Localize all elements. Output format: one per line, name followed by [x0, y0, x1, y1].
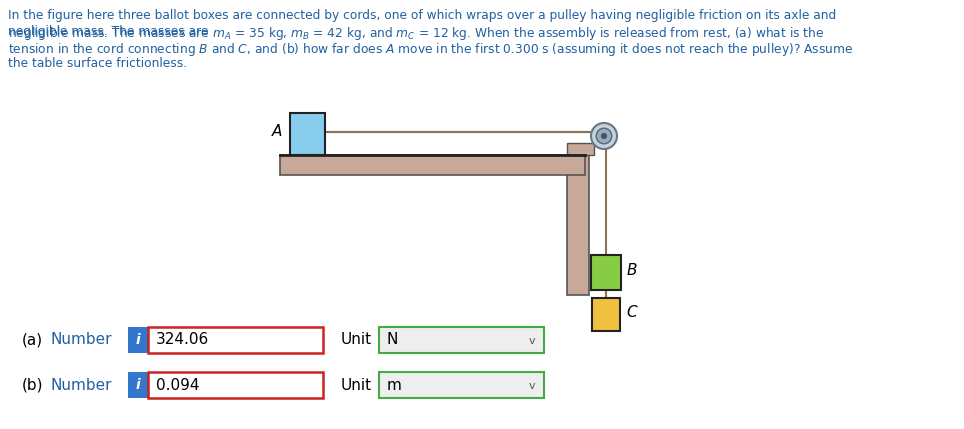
Text: 0.094: 0.094: [156, 378, 200, 393]
Text: i: i: [136, 333, 141, 347]
Text: negligible mass. The masses are $m_A$ = 35 kg, $m_B$ = 42 kg, and $m_C$ = 12 kg.: negligible mass. The masses are $m_A$ = …: [8, 25, 824, 42]
Circle shape: [591, 123, 617, 149]
Bar: [567, 143, 594, 155]
Text: Number: Number: [50, 332, 112, 347]
Bar: [280, 155, 585, 175]
Bar: [148, 372, 323, 398]
Bar: [290, 113, 325, 155]
Bar: [128, 327, 148, 353]
Text: Unit: Unit: [341, 378, 372, 393]
Text: B: B: [627, 263, 637, 278]
Text: the table surface frictionless.: the table surface frictionless.: [8, 57, 187, 70]
Text: i: i: [136, 378, 141, 392]
Text: 324.06: 324.06: [156, 332, 209, 347]
Text: C: C: [626, 305, 636, 320]
Bar: [379, 372, 544, 398]
Text: negligible mass. The masses are: negligible mass. The masses are: [8, 25, 212, 38]
Text: (b): (b): [22, 378, 43, 393]
Text: (a): (a): [22, 332, 43, 347]
Circle shape: [596, 128, 612, 144]
Bar: [148, 327, 323, 353]
Text: A: A: [272, 124, 282, 139]
Text: Number: Number: [50, 378, 112, 393]
Bar: [592, 298, 620, 331]
Text: In the figure here three ballot boxes are connected by cords, one of which wraps: In the figure here three ballot boxes ar…: [8, 9, 836, 22]
Circle shape: [602, 133, 606, 139]
Text: tension in the cord connecting $B$ and $C$, and (b) how far does $A$ move in the: tension in the cord connecting $B$ and $…: [8, 41, 853, 58]
Bar: [591, 255, 621, 290]
Bar: [567, 155, 589, 295]
Text: m: m: [387, 378, 402, 393]
Text: v: v: [528, 336, 535, 346]
Bar: [379, 327, 544, 353]
Text: Unit: Unit: [341, 332, 372, 347]
Text: v: v: [528, 381, 535, 391]
Text: N: N: [387, 332, 398, 347]
Bar: [128, 372, 148, 398]
